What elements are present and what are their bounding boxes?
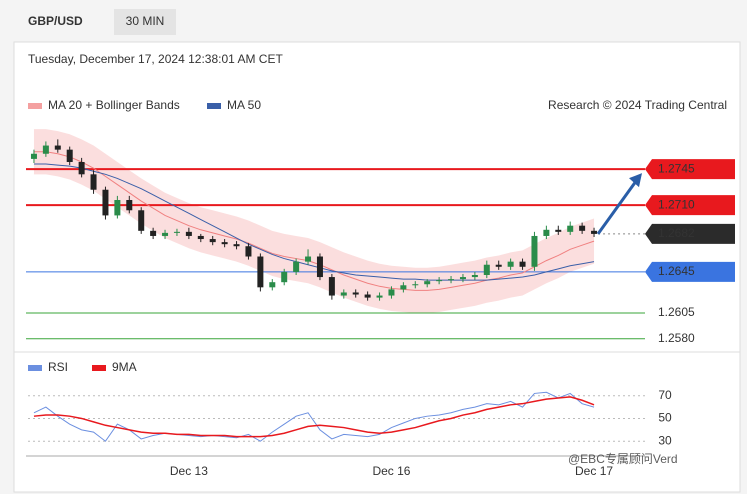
candle-body [138,210,145,231]
candle-body [150,230,157,236]
legend-swatch [207,103,221,109]
candle-body [173,231,180,233]
candle-body [579,225,586,231]
candle-body [209,239,216,243]
legend-swatch [92,365,106,371]
candle-body [316,256,323,278]
x-tick-label: Dec 17 [575,464,613,478]
candle-body [42,145,49,154]
level-label: 1.2745 [658,161,695,175]
candle-body [352,292,359,295]
candle-body [305,256,312,262]
candle-body [54,145,61,150]
candle-body [90,174,97,190]
legend-label: 9MA [112,360,137,374]
candle-body [459,277,466,280]
candle-body [376,295,383,298]
legend-label: MA 50 [227,98,261,112]
y-tick-label: 30 [658,433,672,447]
candle-body [495,264,502,267]
bollinger-band [33,129,595,314]
level-tag [645,159,735,180]
candle-body [567,225,574,232]
candle-body [555,229,562,232]
candle-body [245,246,252,257]
x-tick-label: Dec 16 [372,464,410,478]
legend-swatch [28,103,42,109]
y-tick-label: 70 [658,388,672,402]
level-label: 1.2710 [658,197,695,211]
candle-body [30,153,37,159]
candle-body [412,284,419,286]
candle-body [185,231,192,236]
candle-body [66,149,73,162]
rsi-line [33,396,595,438]
candle-body [328,277,335,296]
candle-body [543,229,550,236]
candle-body [102,189,109,216]
candle-body [293,261,300,272]
subtitle: Tuesday, December 17, 2024 12:38:01 AM C… [28,52,283,66]
forecast-arrowhead [629,173,642,188]
level-tag [645,223,735,244]
interval[interactable]: 30 MIN [126,14,165,28]
x-tick-label: Dec 13 [170,464,208,478]
candle-body [436,280,443,282]
candle-body [221,242,228,245]
symbol: GBP/USD [28,14,83,28]
candle-body [281,271,288,283]
candle-body [519,261,526,267]
level-label: 1.2645 [658,264,695,278]
level-label: 1.2605 [658,305,695,319]
candle-body [162,232,169,236]
candle-body [197,235,204,240]
credit: Research © 2024 Trading Central [548,98,727,112]
candle-body [424,281,431,285]
level-tag [645,195,735,216]
candle-body [233,244,240,247]
candle-body [340,292,347,296]
ma-line [33,163,595,281]
level-tag [645,261,735,282]
candle-body [388,289,395,296]
legend-label: RSI [48,360,68,374]
candle-body [126,200,133,211]
candle-body [483,264,490,275]
candle-body [114,200,121,216]
candle-body [591,230,598,234]
legend-label: MA 20 + Bollinger Bands [48,98,180,112]
forecast-arrow [596,180,638,235]
candle-body [78,161,85,175]
legend-swatch [28,365,42,371]
level-label: 1.2580 [658,331,695,345]
ma-line [33,151,595,291]
candle-body [400,285,407,290]
candle-body [531,235,538,267]
candle-body [507,261,514,267]
candle-body [269,282,276,288]
candle-body [448,279,455,281]
level-label: 1.2682 [658,226,695,240]
interval-box[interactable] [114,9,176,35]
panel [13,41,741,493]
candle-body [364,294,371,298]
y-tick-label: 50 [658,411,672,425]
candle-body [471,275,478,278]
candle-body [257,256,264,288]
watermark: @EBC专属顾问Verd [568,451,678,466]
